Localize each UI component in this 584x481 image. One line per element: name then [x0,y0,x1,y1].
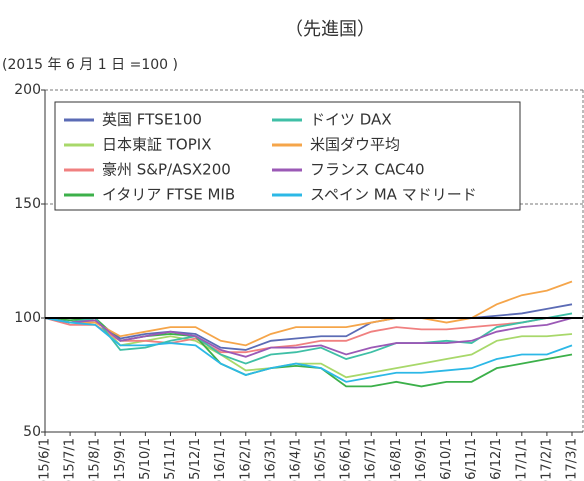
legend-label: フランス CAC40 [310,161,425,179]
x-tick-label: 2016/9/1 [414,438,429,481]
series-line [44,317,573,358]
x-tick-label: 2015/8/1 [88,438,103,481]
x-tick-label: 2015/7/1 [63,438,78,481]
x-tick-label: 2016/1/1 [213,438,228,481]
x-tick-label: 2017/2/1 [539,438,554,481]
x-tick-label: 2016/11/1 [464,438,479,481]
x-tick-label: 2016/4/1 [288,438,303,481]
x-tick-label: 2016/5/1 [314,438,329,481]
x-tick-label: 2016/12/1 [489,438,504,481]
legend-label: イタリア FTSE MIB [102,186,235,204]
x-tick-label: 2017/3/1 [565,438,580,481]
y-tick-label: 100 [14,310,41,326]
series-line [44,280,573,347]
y-tick-label: 150 [14,196,41,212]
x-tick-label: 2016/8/1 [389,438,404,481]
x-tick-label: 2015/11/1 [163,438,178,481]
series-line [44,317,572,354]
x-tick-label: 2016/10/1 [439,438,454,481]
legend-label: 日本東証 TOPIX [102,136,211,154]
x-tick-label: 2016/7/1 [364,438,379,481]
chart-subtitle: (2015 年 6 月 1 日 =100 ) [2,57,178,73]
series-line [44,317,573,379]
legend-label: 豪州 S&P/ASX200 [102,161,231,179]
legend-label: 米国ダウ平均 [310,136,400,154]
series-line [44,317,573,383]
x-tick-label: 2015/6/1 [38,438,53,481]
x-tick-label: 2017/1/1 [514,438,529,481]
y-tick-label: 50 [23,424,41,440]
series-line [44,312,573,365]
x-tick-label: 2015/10/1 [138,438,153,481]
legend-label: 英国 FTSE100 [102,111,202,129]
legend-label: スペイン MA マドリード [310,186,477,204]
series-line [44,303,573,351]
x-tick-label: 2015/12/1 [188,438,203,481]
x-tick-label: 2016/6/1 [339,438,354,481]
x-tick-label: 2016/2/1 [238,438,253,481]
series-line [44,317,573,388]
chart-title: （先進国） [285,19,375,40]
y-tick-label: 200 [14,82,41,98]
legend-label: ドイツ DAX [310,111,392,129]
x-tick-label: 2016/3/1 [263,438,278,481]
x-tick-label: 2015/9/1 [113,438,128,481]
